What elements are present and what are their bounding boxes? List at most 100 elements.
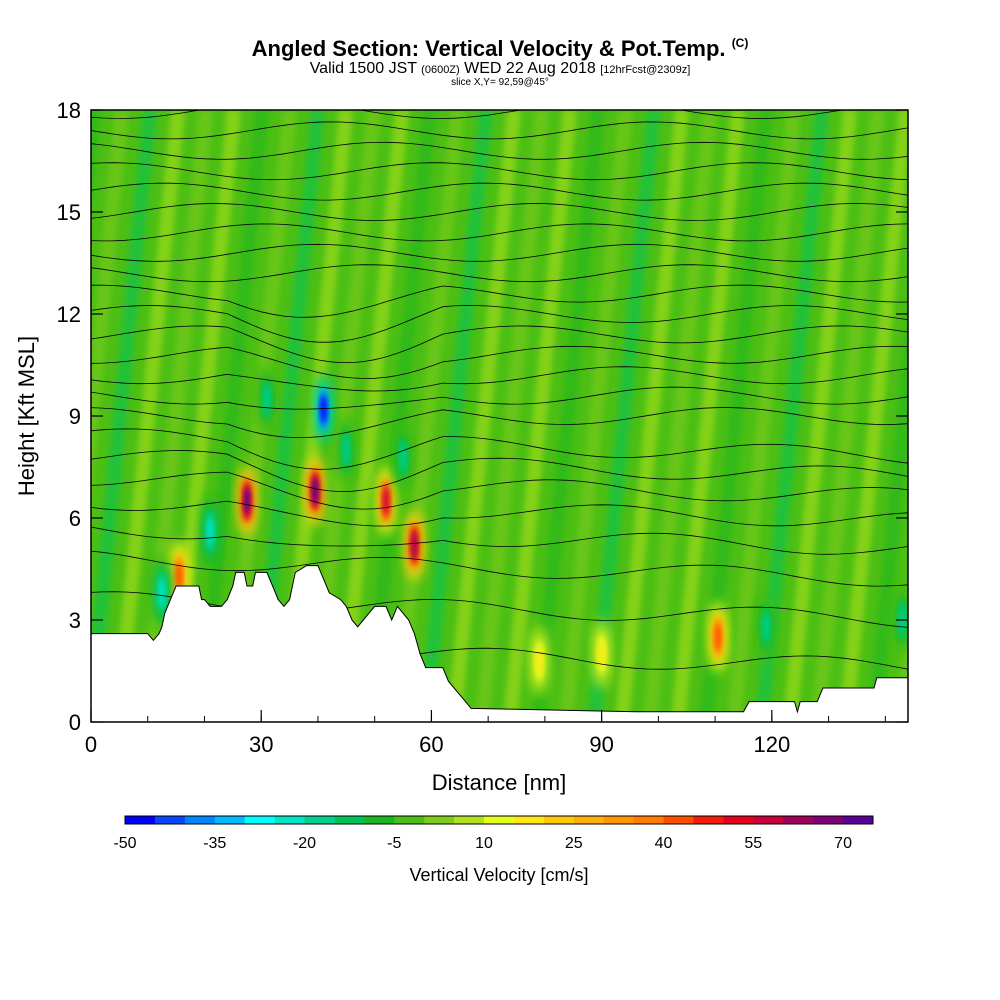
background-band	[671, 110, 745, 722]
background-band	[755, 110, 829, 722]
colorbar-tick-label: -35	[203, 835, 226, 852]
background-band	[587, 110, 661, 722]
colorbar-tick-label: -50	[113, 835, 136, 852]
colorbar-swatch	[513, 816, 545, 824]
colorbar-tick-label: 10	[475, 835, 493, 852]
colorbar-swatch	[753, 816, 784, 824]
y-tick-label: 3	[69, 608, 81, 633]
updraft-cell	[383, 487, 390, 515]
colorbar-swatch	[603, 816, 635, 824]
isentrope-line	[91, 121, 908, 140]
background-band	[699, 110, 773, 722]
colorbar-swatch	[663, 816, 694, 824]
terrain	[91, 565, 908, 722]
colorbar-label: Vertical Velocity [cm/s]	[409, 865, 588, 885]
background-band	[783, 110, 857, 722]
background-band	[531, 110, 605, 722]
background-band	[475, 110, 549, 722]
updraft-cell	[175, 561, 182, 590]
isentrope-line	[91, 284, 908, 318]
x-axis-label: Distance [nm]	[432, 770, 567, 795]
isentrope-line	[91, 500, 908, 527]
colorbar-swatch	[364, 816, 395, 824]
colorbar: -50 -35 -20 -5 10 25 40 55 70	[113, 815, 874, 852]
updraft-cell	[411, 531, 418, 560]
background-band	[307, 110, 381, 722]
colorbar-swatch	[633, 816, 665, 824]
background-band	[503, 110, 577, 722]
background-band	[91, 110, 101, 212]
y-tick-label: 12	[57, 302, 81, 327]
downdraft-cell	[158, 578, 165, 607]
y-tick-label: 0	[69, 710, 81, 735]
colorbar-swatch	[454, 816, 485, 824]
chart-title: Angled Section: Vertical Velocity & Pot.…	[251, 36, 749, 61]
colorbar-swatch	[573, 816, 605, 824]
colorbar-swatch	[693, 816, 724, 824]
isentrope-line	[91, 428, 908, 470]
x-tick-label: 30	[249, 732, 273, 757]
background-band	[335, 110, 409, 722]
colorbar-swatch	[843, 816, 874, 824]
colorbar-swatch	[813, 816, 844, 824]
isentrope-line	[91, 223, 908, 242]
isentrope-line	[91, 203, 908, 221]
background-band	[195, 110, 269, 722]
updraft-cell	[598, 640, 605, 668]
updraft-cell	[714, 623, 721, 651]
colorbar-tick-label: 70	[834, 835, 852, 852]
x-axis: 0 30 60 90 120	[85, 710, 886, 757]
colorbar-frame	[124, 815, 874, 825]
background-band	[839, 110, 908, 722]
y-axis-label: Height [Kft MSL]	[14, 336, 39, 496]
colorbar-tick-label: 40	[655, 835, 673, 852]
isentrope-line	[91, 162, 908, 181]
colorbar-swatch	[125, 816, 156, 824]
updraft-cell	[312, 476, 319, 505]
x-tick-label: 90	[589, 732, 613, 757]
downdraft-cell	[207, 517, 214, 546]
isentrope-line	[91, 345, 908, 379]
x-tick-label: 120	[753, 732, 790, 757]
colorbar-swatch	[184, 816, 216, 824]
isentrope-line	[91, 110, 845, 119]
background-band	[615, 110, 689, 722]
isentrope-line	[91, 471, 908, 510]
isentrope-line	[91, 526, 908, 555]
isentrope-line	[91, 264, 908, 283]
background-band	[811, 110, 885, 722]
downdraft-cell	[400, 442, 407, 471]
updraft-cell	[244, 487, 251, 515]
background-band	[91, 110, 129, 498]
isentrope-line	[91, 325, 908, 363]
downdraft-cell	[320, 395, 327, 424]
background-band	[419, 110, 493, 722]
y-tick-label: 18	[57, 98, 81, 123]
colorbar-swatch	[723, 816, 754, 824]
x-tick-label: 60	[419, 732, 443, 757]
colorbar-swatch	[334, 816, 365, 824]
colorbar-swatch	[274, 816, 306, 824]
background-band	[727, 110, 801, 722]
y-tick-label: 6	[69, 506, 81, 531]
downdraft-cell	[763, 612, 770, 641]
isentrope-line	[91, 182, 908, 201]
background-band	[363, 110, 437, 722]
colorbar-swatch	[783, 816, 814, 824]
colorbar-swatch	[304, 816, 335, 824]
isentrope-line	[91, 386, 908, 410]
updraft-cell	[536, 646, 543, 675]
colorbar-tick-label: 55	[744, 835, 762, 852]
isentrope-line	[91, 407, 908, 439]
colorbar-swatch	[154, 816, 186, 824]
y-tick-label: 9	[69, 404, 81, 429]
colorbar-swatch	[394, 816, 425, 824]
background-band	[559, 110, 633, 722]
colorbar-swatch	[214, 816, 246, 824]
colorbar-tick-label: -20	[293, 835, 316, 852]
downdraft-cell	[263, 385, 270, 413]
isentrope-line	[91, 141, 908, 160]
title-unit: (C)	[731, 36, 749, 50]
colorbar-swatch	[424, 816, 455, 824]
x-tick-label: 0	[85, 732, 97, 757]
